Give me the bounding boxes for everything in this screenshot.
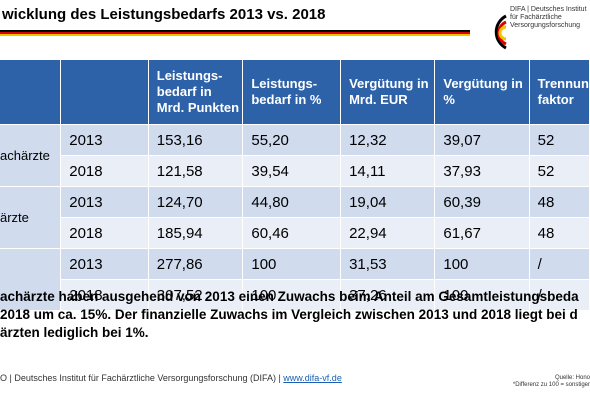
body-text: achärzte haben ausgehend von 2013 einen … — [0, 288, 590, 342]
table-cell: 31,53 — [340, 248, 436, 280]
table-cell: 37,26 — [340, 279, 436, 311]
table-cell: 48 — [529, 186, 590, 218]
table-cell: 2018 — [60, 217, 149, 249]
table-cell: 61,67 — [434, 217, 530, 249]
table-cell: 124,70 — [148, 186, 244, 218]
table-cell: 121,58 — [148, 155, 244, 187]
body-line: achärzte haben ausgehend von 2013 einen … — [0, 289, 579, 304]
logo-line: Versorgungsforschung — [510, 22, 581, 29]
logo-text: DIFA | Deutsches Institut für Fachärztlic… — [510, 6, 590, 30]
table-row: achärzte 2013 153,16 55,20 12,32 39,07 52 — [0, 124, 590, 187]
table-cell: 2018 — [60, 155, 149, 187]
table-row: 2018 185,94 60,46 22,94 61,67 48 — [0, 217, 590, 249]
table-cell: / — [529, 248, 590, 280]
table-cell: 2018 — [60, 279, 149, 311]
table-cell: 14,11 — [340, 155, 436, 187]
table-cell: 60,46 — [242, 217, 342, 249]
table-cell: 307,52 — [148, 279, 244, 311]
column-header: Leistungs-bedarf in Mrd. Punkten — [148, 60, 244, 125]
flag-stripe — [0, 30, 470, 36]
header-line: Trennun — [537, 76, 589, 91]
header-line: bedarf in % — [251, 92, 322, 107]
table-cell: 19,04 — [340, 186, 436, 218]
source-text: Quelle: Hono — [554, 375, 590, 381]
table-cell: 22,94 — [340, 217, 436, 249]
footer: O | Deutsches Institut für Fachärztliche… — [0, 373, 342, 383]
column-header — [60, 60, 149, 125]
table-cell: 153,16 — [148, 124, 244, 156]
logo-mark — [494, 14, 507, 50]
column-header — [0, 60, 62, 125]
table-cell: 37,93 — [434, 155, 530, 187]
table-cell: 39,54 — [242, 155, 342, 187]
group-cell — [0, 248, 62, 311]
header-line: Vergütung in — [443, 76, 523, 91]
table-cell: 44,80 — [242, 186, 342, 218]
source: Quelle: Hono *Differenz zu 100 = sonstige… — [512, 375, 590, 389]
body-line: ärzten lediglich bei 1%. — [0, 325, 149, 340]
table-cell: 39,07 — [434, 124, 530, 156]
footer-link[interactable]: www.difa-vf.de — [283, 373, 342, 383]
table-row: ärzte 2013 124,70 44,80 19,04 60,39 48 — [0, 186, 590, 249]
header-line: Mrd. EUR — [349, 92, 408, 107]
group-cell: achärzte — [0, 124, 62, 187]
table-row: 2018 307,52 100 37,26 100/ — [0, 279, 590, 311]
table-cell: 277,86 — [148, 248, 244, 280]
table-cell: 52 — [529, 155, 590, 187]
slide-title: wicklung des Leistungsbedarfs 2013 vs. 2… — [2, 6, 326, 23]
group-cell: ärzte — [0, 186, 62, 249]
data-table: Leistungs-bedarf in Mrd. Punkten Leistungs… — [0, 60, 590, 311]
header-line: Leistungs- — [156, 68, 223, 83]
table-cell: 12,32 — [340, 124, 436, 156]
table-cell: / — [529, 279, 590, 311]
column-header: Leistungs-bedarf in % — [242, 60, 342, 125]
table-cell: 100 — [242, 248, 342, 280]
column-header: Vergütung in Mrd. EUR — [340, 60, 436, 125]
header-line: bedarf in — [156, 84, 212, 99]
header-line: Leistungs- — [251, 76, 318, 91]
table-cell: 52 — [529, 124, 590, 156]
logo-line: für Fachärztliche — [510, 14, 562, 21]
table-cell: 48 — [529, 217, 590, 249]
logo-line: DIFA | Deutsches Institut — [510, 6, 587, 13]
table-row: 2013 277,86 100 31,53 100/ — [0, 248, 590, 311]
table-row: 2018 121,58 39,54 14,11 37,93 52 — [0, 155, 590, 187]
header-line: faktor — [537, 92, 574, 107]
table-cell: 60,39 — [434, 186, 530, 218]
table-cell: 100 — [242, 279, 342, 311]
table-cell: 100 — [434, 248, 530, 280]
header-line: Vergütung in — [349, 76, 429, 91]
table-cell: 185,94 — [148, 217, 244, 249]
table-cell: 2013 — [60, 186, 149, 218]
source-note: *Differenz zu 100 = sonstiger — [512, 382, 590, 388]
header-line: Mrd. Punkten — [156, 100, 240, 115]
header-line: % — [443, 92, 455, 107]
table-cell: 2013 — [60, 124, 149, 156]
table-cell: 2013 — [60, 248, 149, 280]
column-header: Trennun faktor — [529, 60, 590, 125]
column-header: Vergütung in% — [434, 60, 530, 125]
table-cell: 55,20 — [242, 124, 342, 156]
body-line: 2018 um ca. 15%. Der finanzielle Zuwachs… — [0, 307, 578, 322]
table-cell: 100 — [434, 279, 530, 311]
footer-text: O | Deutsches Institut für Fachärztliche… — [0, 373, 284, 383]
